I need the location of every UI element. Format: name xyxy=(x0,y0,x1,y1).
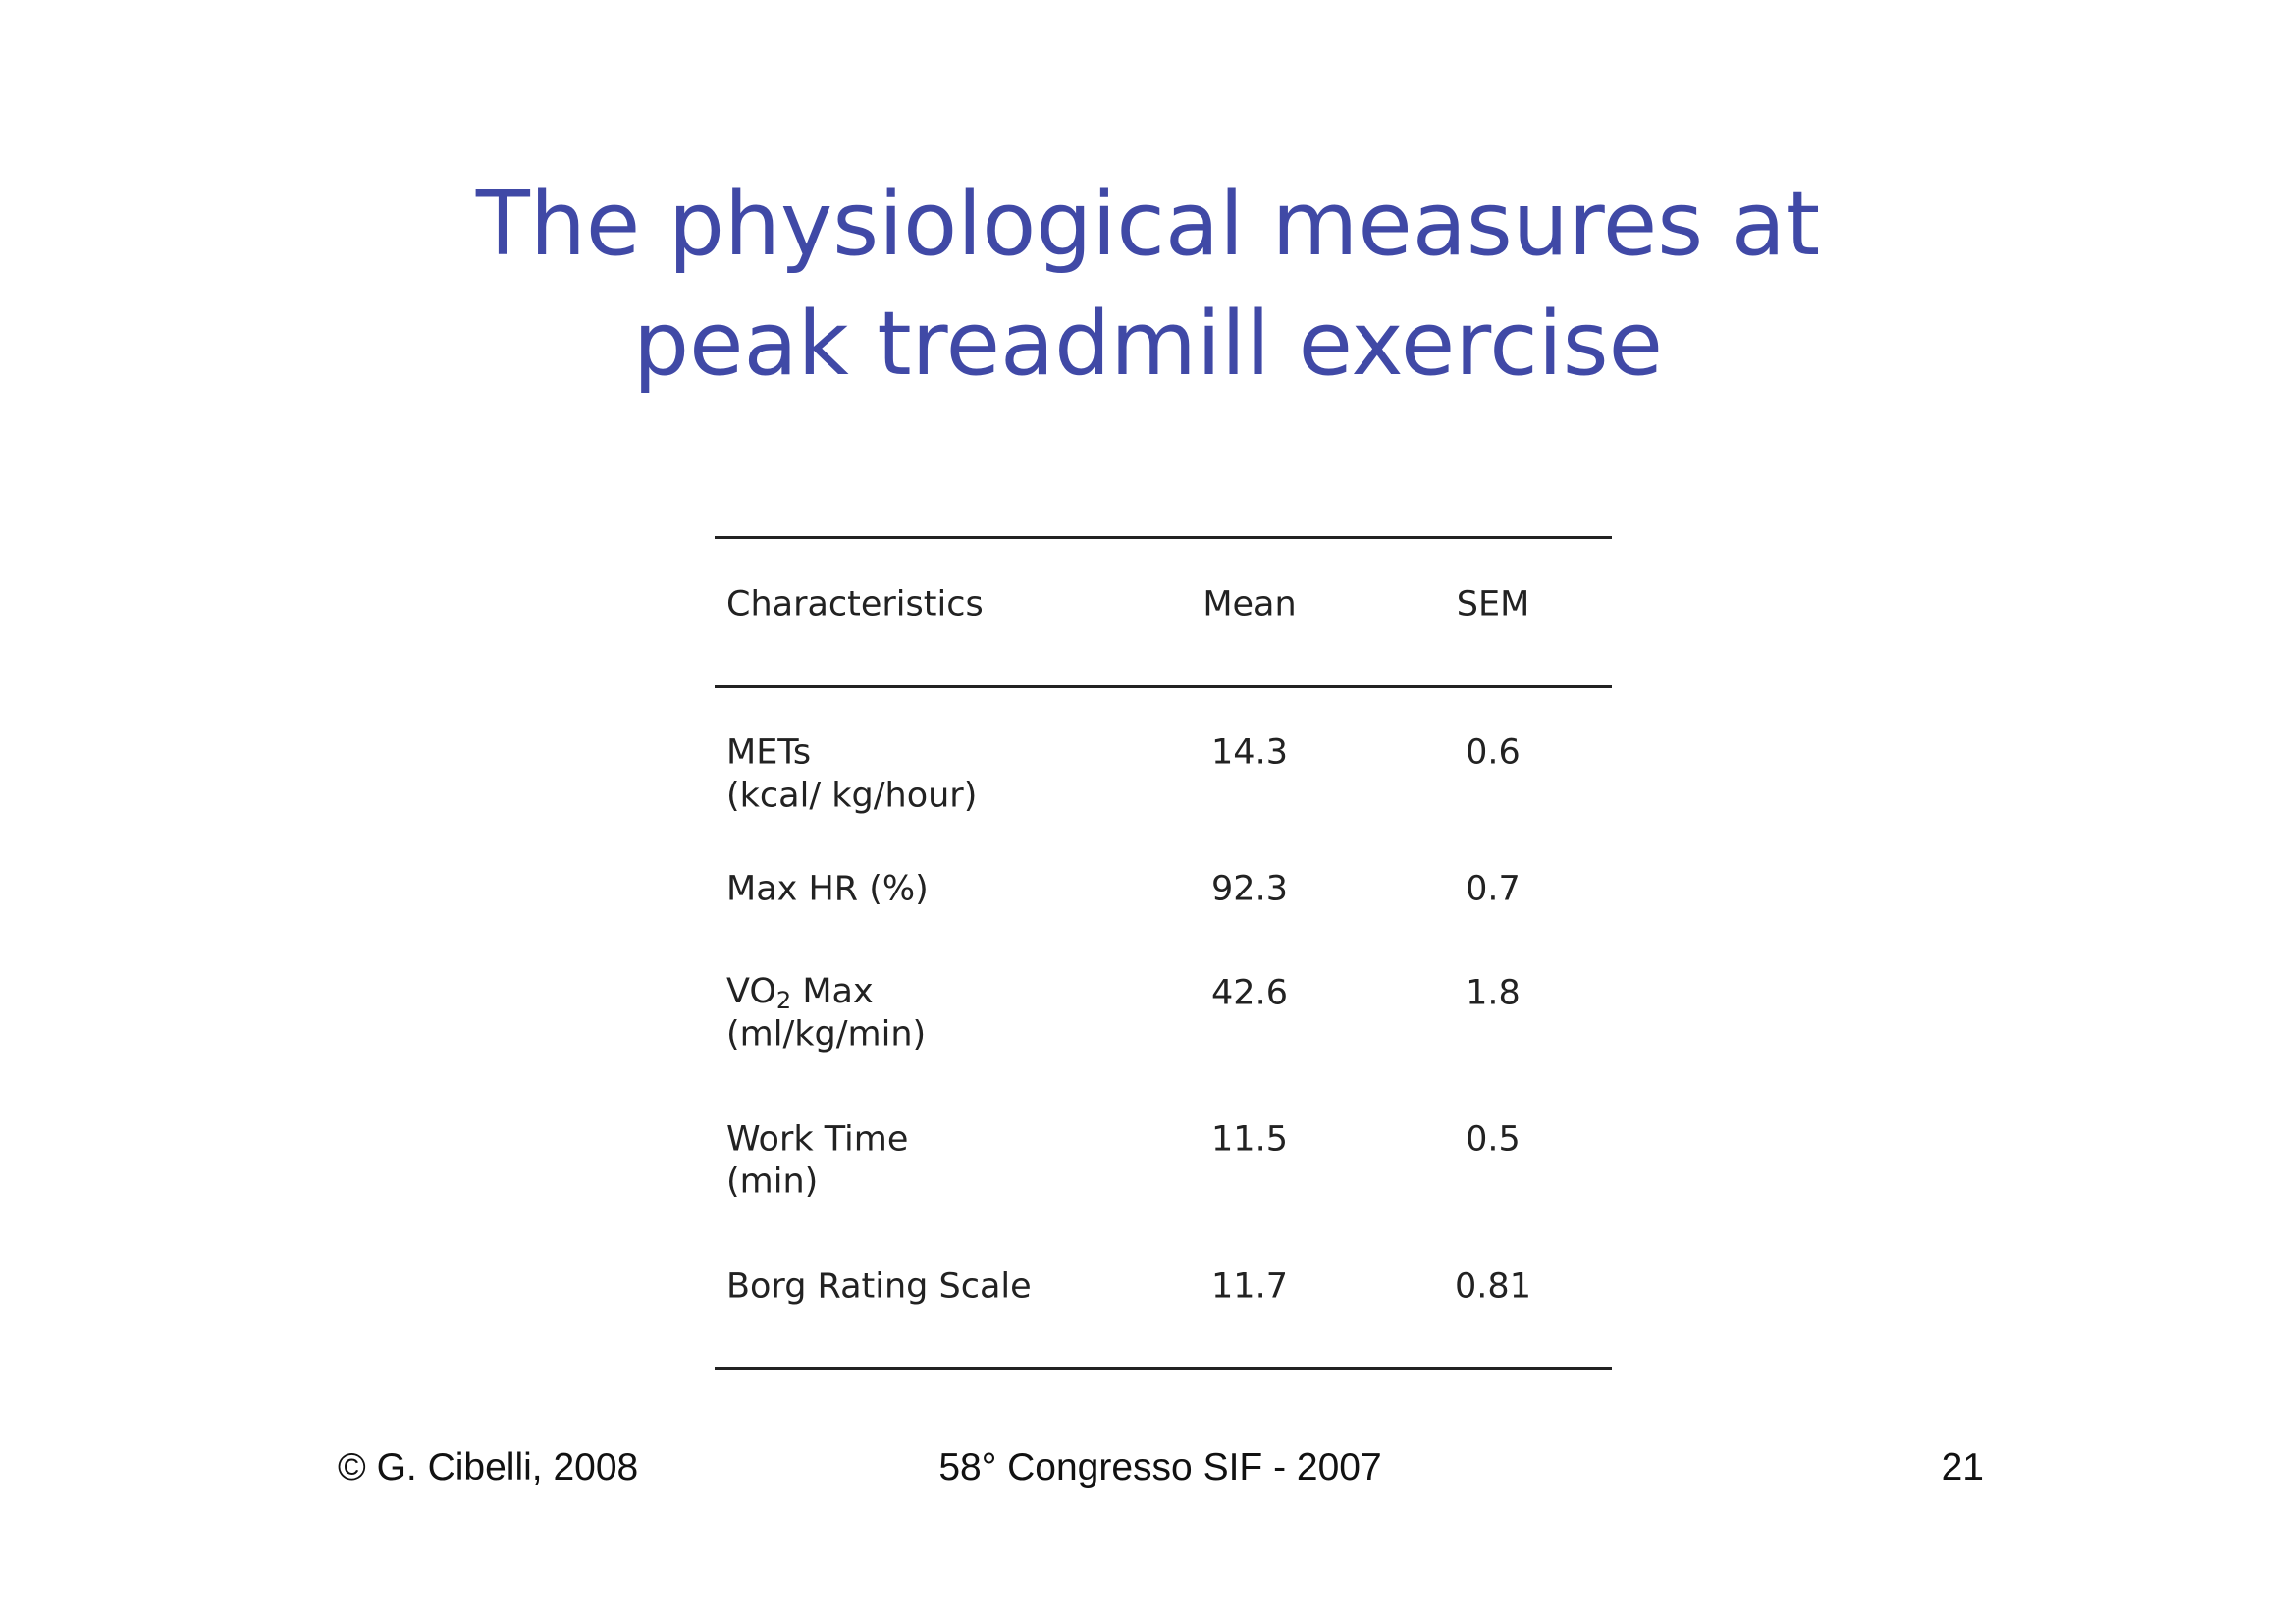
row-label: VO xyxy=(726,972,776,1011)
mean-value: 42.6 xyxy=(1211,973,1288,1013)
row-label: Work Time xyxy=(726,1119,909,1160)
sem-value: 0.7 xyxy=(1466,869,1521,909)
mean-value: 92.3 xyxy=(1211,869,1288,909)
sem-value: 0.5 xyxy=(1466,1119,1521,1160)
table-rule xyxy=(715,536,1612,539)
column-header: Characteristics xyxy=(726,584,984,624)
table-rule xyxy=(715,1367,1612,1370)
sem-value: 0.6 xyxy=(1466,732,1521,773)
sem-value: 1.8 xyxy=(1466,973,1521,1013)
mean-value: 11.5 xyxy=(1211,1119,1288,1160)
mean-value: 11.7 xyxy=(1211,1267,1288,1307)
title-line: The physiological measures at xyxy=(475,173,1821,276)
footer-left: © G. Cibelli, 2008 xyxy=(338,1446,639,1488)
column-header: Mean xyxy=(1202,584,1297,624)
row-label: Max HR (%) xyxy=(726,869,929,909)
row-label: Max xyxy=(802,972,874,1011)
row-label: METs xyxy=(726,732,812,773)
mean-value: 14.3 xyxy=(1211,732,1288,773)
row-label-group: VO2 Max xyxy=(726,972,874,1014)
sem-value: 0.81 xyxy=(1455,1267,1531,1307)
table-rule xyxy=(715,685,1612,688)
row-unit: (min) xyxy=(726,1162,819,1202)
row-unit: (ml/kg/min) xyxy=(726,1014,927,1055)
column-header: SEM xyxy=(1456,584,1530,624)
row-label-subscript: 2 xyxy=(775,987,792,1014)
title-line: peak treadmill exercise xyxy=(632,293,1664,396)
row-label: Borg Rating Scale xyxy=(726,1267,1032,1307)
row-unit: (kcal/ kg/hour) xyxy=(726,776,978,816)
page-number: 21 xyxy=(1941,1446,1984,1488)
footer-center: 58° Congresso SIF - 2007 xyxy=(938,1446,1382,1488)
